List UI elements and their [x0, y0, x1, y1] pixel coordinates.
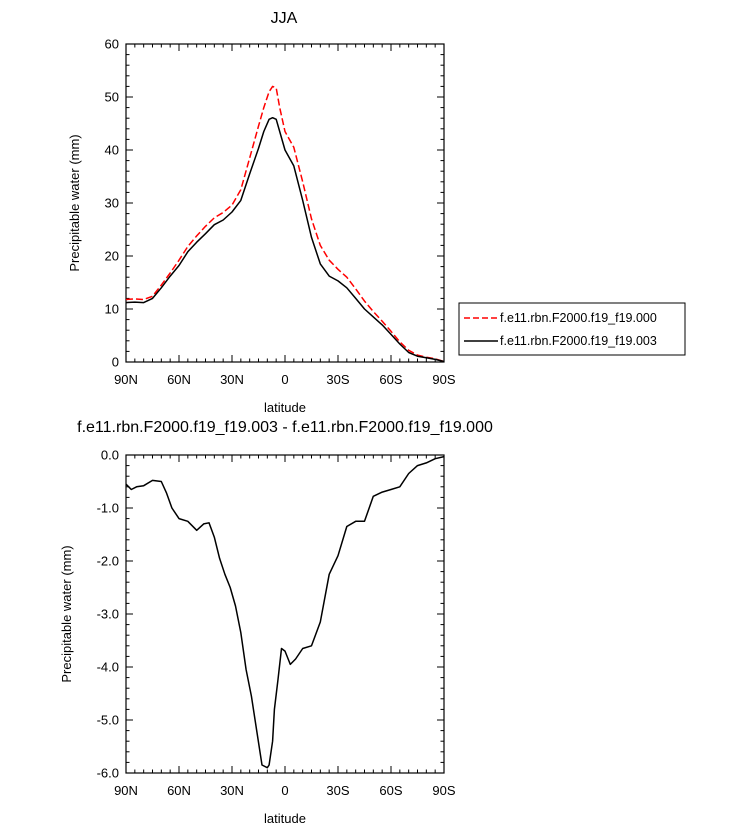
chart-title: JJA	[271, 10, 298, 27]
top-x-tick-label: 30N	[220, 372, 244, 387]
top-x-tick-label: 60N	[167, 372, 191, 387]
legend-box	[458, 302, 686, 356]
top-y-tick-label: 30	[105, 196, 119, 211]
x-axis-label-bottom: latitude	[264, 811, 306, 826]
bottom-y-tick-label: -2.0	[97, 554, 119, 569]
top-x-tick-label: 60S	[379, 372, 402, 387]
bottom-plot-frame	[125, 454, 445, 774]
difference-chart-title: f.e11.rbn.F2000.f19_f19.003 - f.e11.rbn.…	[77, 419, 493, 436]
bottom-y-tick-label: -5.0	[97, 713, 119, 728]
y-axis-label: Precipitable water (mm)	[67, 134, 82, 271]
precipitable-water-chart: JJA 90N 60N 30N 0 30S 60S 90S 0 10 20 30 40 50 60 lat…	[67, 10, 456, 415]
legend: f.e11.rbn.F2000.f19_f19.000 f.e11.rbn.F2…	[458, 302, 686, 356]
top-y-tick-label: 20	[105, 249, 119, 264]
bottom-x-tick-label: 60N	[167, 783, 191, 798]
top-y-tick-label: 50	[105, 90, 119, 105]
bottom-series-line-1	[125, 455, 445, 769]
top-series-lines	[125, 85, 445, 363]
top-x-tick-label: 30S	[326, 372, 349, 387]
top-series-line-1	[125, 85, 445, 363]
bottom-x-tick-label: 30N	[220, 783, 244, 798]
bottom-y-tick-label: -3.0	[97, 607, 119, 622]
top-axes: 90N 60N 30N 0 30S 60S 90S 0 10 20 30 40 50 60	[105, 37, 456, 388]
bottom-y-tick-label: -1.0	[97, 501, 119, 516]
top-y-tick-label: 60	[105, 37, 119, 52]
bottom-axes: 90N 60N 30N 0 30S 60S 90S 0.0 -1.0 -2.0 -3.0 -4.0 -5…	[97, 448, 456, 799]
bottom-x-tick-label: 90S	[432, 783, 455, 798]
top-y-tick-label: 0	[112, 355, 119, 370]
bottom-x-tick-label: 30S	[326, 783, 349, 798]
bottom-x-tick-label: 60S	[379, 783, 402, 798]
top-y-tick-label: 10	[105, 302, 119, 317]
bottom-series-lines	[125, 455, 445, 769]
y-axis-label-bottom: Precipitable water (mm)	[59, 545, 74, 682]
top-x-tick-label: 90N	[114, 372, 138, 387]
top-plot-frame	[125, 43, 445, 363]
bottom-y-tick-label: -6.0	[97, 766, 119, 781]
legend-label-series-1: f.e11.rbn.F2000.f19_f19.000	[500, 311, 657, 325]
bottom-x-tick-label: 90N	[114, 783, 138, 798]
bottom-y-tick-label: 0.0	[101, 448, 119, 463]
top-x-tick-label: 0	[281, 372, 288, 387]
bottom-y-tick-label: -4.0	[97, 660, 119, 675]
top-y-tick-label: 40	[105, 143, 119, 158]
x-axis-label: latitude	[264, 400, 306, 415]
top-series-line-2	[125, 116, 445, 363]
top-x-tick-label: 90S	[432, 372, 455, 387]
bottom-x-tick-label: 0	[281, 783, 288, 798]
difference-chart: f.e11.rbn.F2000.f19_f19.003 - f.e11.rbn.…	[59, 419, 493, 826]
legend-label-series-2: f.e11.rbn.F2000.f19_f19.003	[500, 334, 657, 348]
